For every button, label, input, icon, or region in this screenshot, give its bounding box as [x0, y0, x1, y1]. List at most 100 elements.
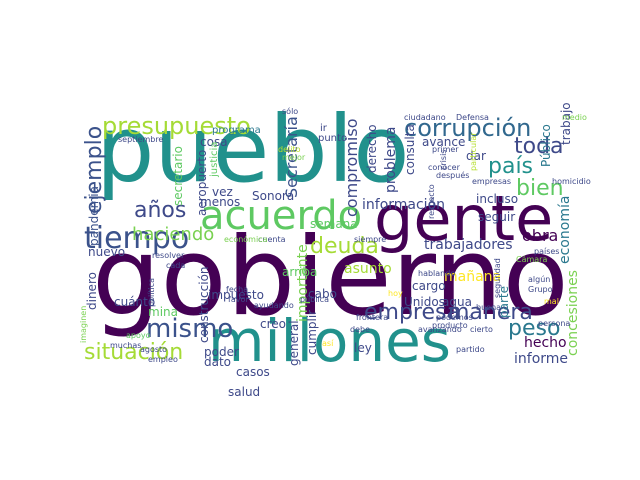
cloud-word: cosa: [200, 135, 228, 149]
cloud-word: cada: [166, 261, 186, 270]
cloud-word: informe: [514, 351, 569, 367]
cloud-word: avance: [422, 135, 466, 149]
cloud-word: bien: [516, 176, 564, 201]
cloud-word: mina: [148, 305, 178, 319]
cloud-word: Unidos: [404, 295, 445, 309]
cloud-word: concesiones: [565, 270, 581, 356]
cloud-word: empresas: [472, 177, 512, 186]
cloud-word: agosto: [140, 345, 168, 354]
cloud-word: dato: [204, 355, 232, 369]
cloud-word: punto: [318, 133, 348, 144]
cloud-word: podemos: [436, 313, 473, 322]
cloud-word: vez: [212, 185, 233, 199]
cloud-word: apoyo: [126, 331, 151, 340]
cloud-word: gente: [374, 182, 554, 255]
cloud-word: semana: [310, 217, 358, 231]
cloud-word: hoy: [388, 289, 403, 298]
cloud-word: primer: [432, 145, 459, 154]
cloud-word: pública: [300, 295, 329, 304]
cloud-word: cargo: [412, 279, 446, 293]
cloud-word: cuánto: [114, 295, 156, 309]
cloud-word: producto: [432, 321, 468, 330]
cloud-word: siempre: [354, 235, 387, 244]
cloud-word: conocer: [428, 163, 460, 172]
cloud-word: deuda: [310, 234, 379, 259]
cloud-word: debe: [350, 325, 370, 334]
cloud-word: medio: [562, 113, 587, 122]
cloud-word: peso: [508, 316, 561, 341]
cloud-word: manera: [448, 300, 533, 325]
cloud-word: Sonora: [252, 189, 295, 203]
cloud-word: seguir: [478, 210, 516, 224]
cloud-word: fecha: [226, 285, 249, 294]
cloud-word: delito: [278, 145, 301, 154]
cloud-word: casos: [236, 365, 270, 379]
cloud-word: buena: [476, 303, 502, 312]
cloud-word: homicidio: [552, 177, 591, 186]
cloud-word: particular: [469, 132, 478, 171]
cloud-word: países: [534, 247, 560, 256]
cloud-word: presupuesto: [102, 112, 251, 140]
cloud-word: general: [287, 320, 301, 366]
cloud-word: respecto: [427, 184, 436, 219]
cloud-word: años: [134, 198, 187, 223]
cloud-word: trabajo: [559, 102, 573, 145]
cloud-word: salud: [228, 385, 261, 399]
cloud-word: mejor: [282, 153, 306, 162]
cloud-word: obra: [522, 226, 559, 245]
cloud-word: hablando: [418, 269, 456, 278]
cloud-word: Público: [539, 124, 553, 167]
cloud-word: así: [322, 339, 334, 348]
cloud-word: asunto: [344, 261, 392, 277]
cloud-word: algún: [528, 275, 551, 284]
cloud-word: dar: [466, 149, 486, 163]
cloud-word: hecho: [524, 335, 567, 351]
cloud-word: después: [436, 171, 470, 180]
cloud-word: problema: [383, 126, 399, 193]
cloud-word: gobierno: [92, 215, 569, 340]
cloud-word: ir: [320, 123, 327, 134]
cloud-word: haciendo: [132, 224, 215, 245]
cloud-word: frontera: [356, 313, 389, 322]
cloud-word: arriba: [282, 265, 318, 279]
cloud-word: incluso: [476, 192, 519, 206]
cloud-word: seguridad: [493, 258, 502, 298]
cloud-word: economía: [557, 195, 573, 264]
cloud-word: consulta: [403, 124, 417, 175]
cloud-word: ayudando: [254, 301, 294, 310]
cloud-word: programa: [212, 125, 261, 136]
cloud-word: cierto: [470, 325, 493, 334]
cloud-word: dinero: [85, 272, 99, 310]
cloud-word: situación: [84, 340, 184, 365]
cloud-word: muchas: [110, 341, 142, 350]
cloud-word: Defensa: [456, 113, 489, 122]
cloud-word: poder: [204, 345, 239, 359]
cloud-word: justicia: [209, 141, 220, 177]
cloud-word: cumplir: [305, 309, 319, 355]
cloud-word: ley: [354, 341, 372, 355]
cloud-word: toda: [514, 134, 564, 159]
cloud-word: menos: [200, 195, 241, 209]
cloud-word: septiembre: [118, 135, 164, 144]
cloud-word: creo: [260, 317, 286, 331]
cloud-word: persona: [538, 319, 571, 328]
cloud-word: información: [362, 197, 446, 213]
cloud-word: país: [488, 154, 534, 179]
cloud-word: ciudadano: [404, 113, 446, 122]
cloud-word: tiempo: [84, 221, 190, 256]
cloud-word: resolver: [152, 251, 185, 260]
cloud-word: avanzando: [418, 325, 462, 334]
cloud-word: trabajadores: [424, 237, 513, 253]
cloud-word: crisis: [439, 149, 448, 170]
cloud-word: Cámara: [516, 255, 548, 264]
cloud-word: agua: [442, 295, 472, 309]
cloud-word: sólo: [282, 107, 299, 116]
cloud-word: política: [147, 277, 156, 307]
cloud-word: empresa: [364, 300, 460, 325]
cloud-word: pueblo: [96, 96, 410, 203]
cloud-word: impuesto: [208, 288, 264, 302]
cloud-word: mal: [544, 297, 559, 306]
cloud-word: mañana: [444, 269, 502, 285]
cloud-word: millones: [208, 307, 451, 375]
